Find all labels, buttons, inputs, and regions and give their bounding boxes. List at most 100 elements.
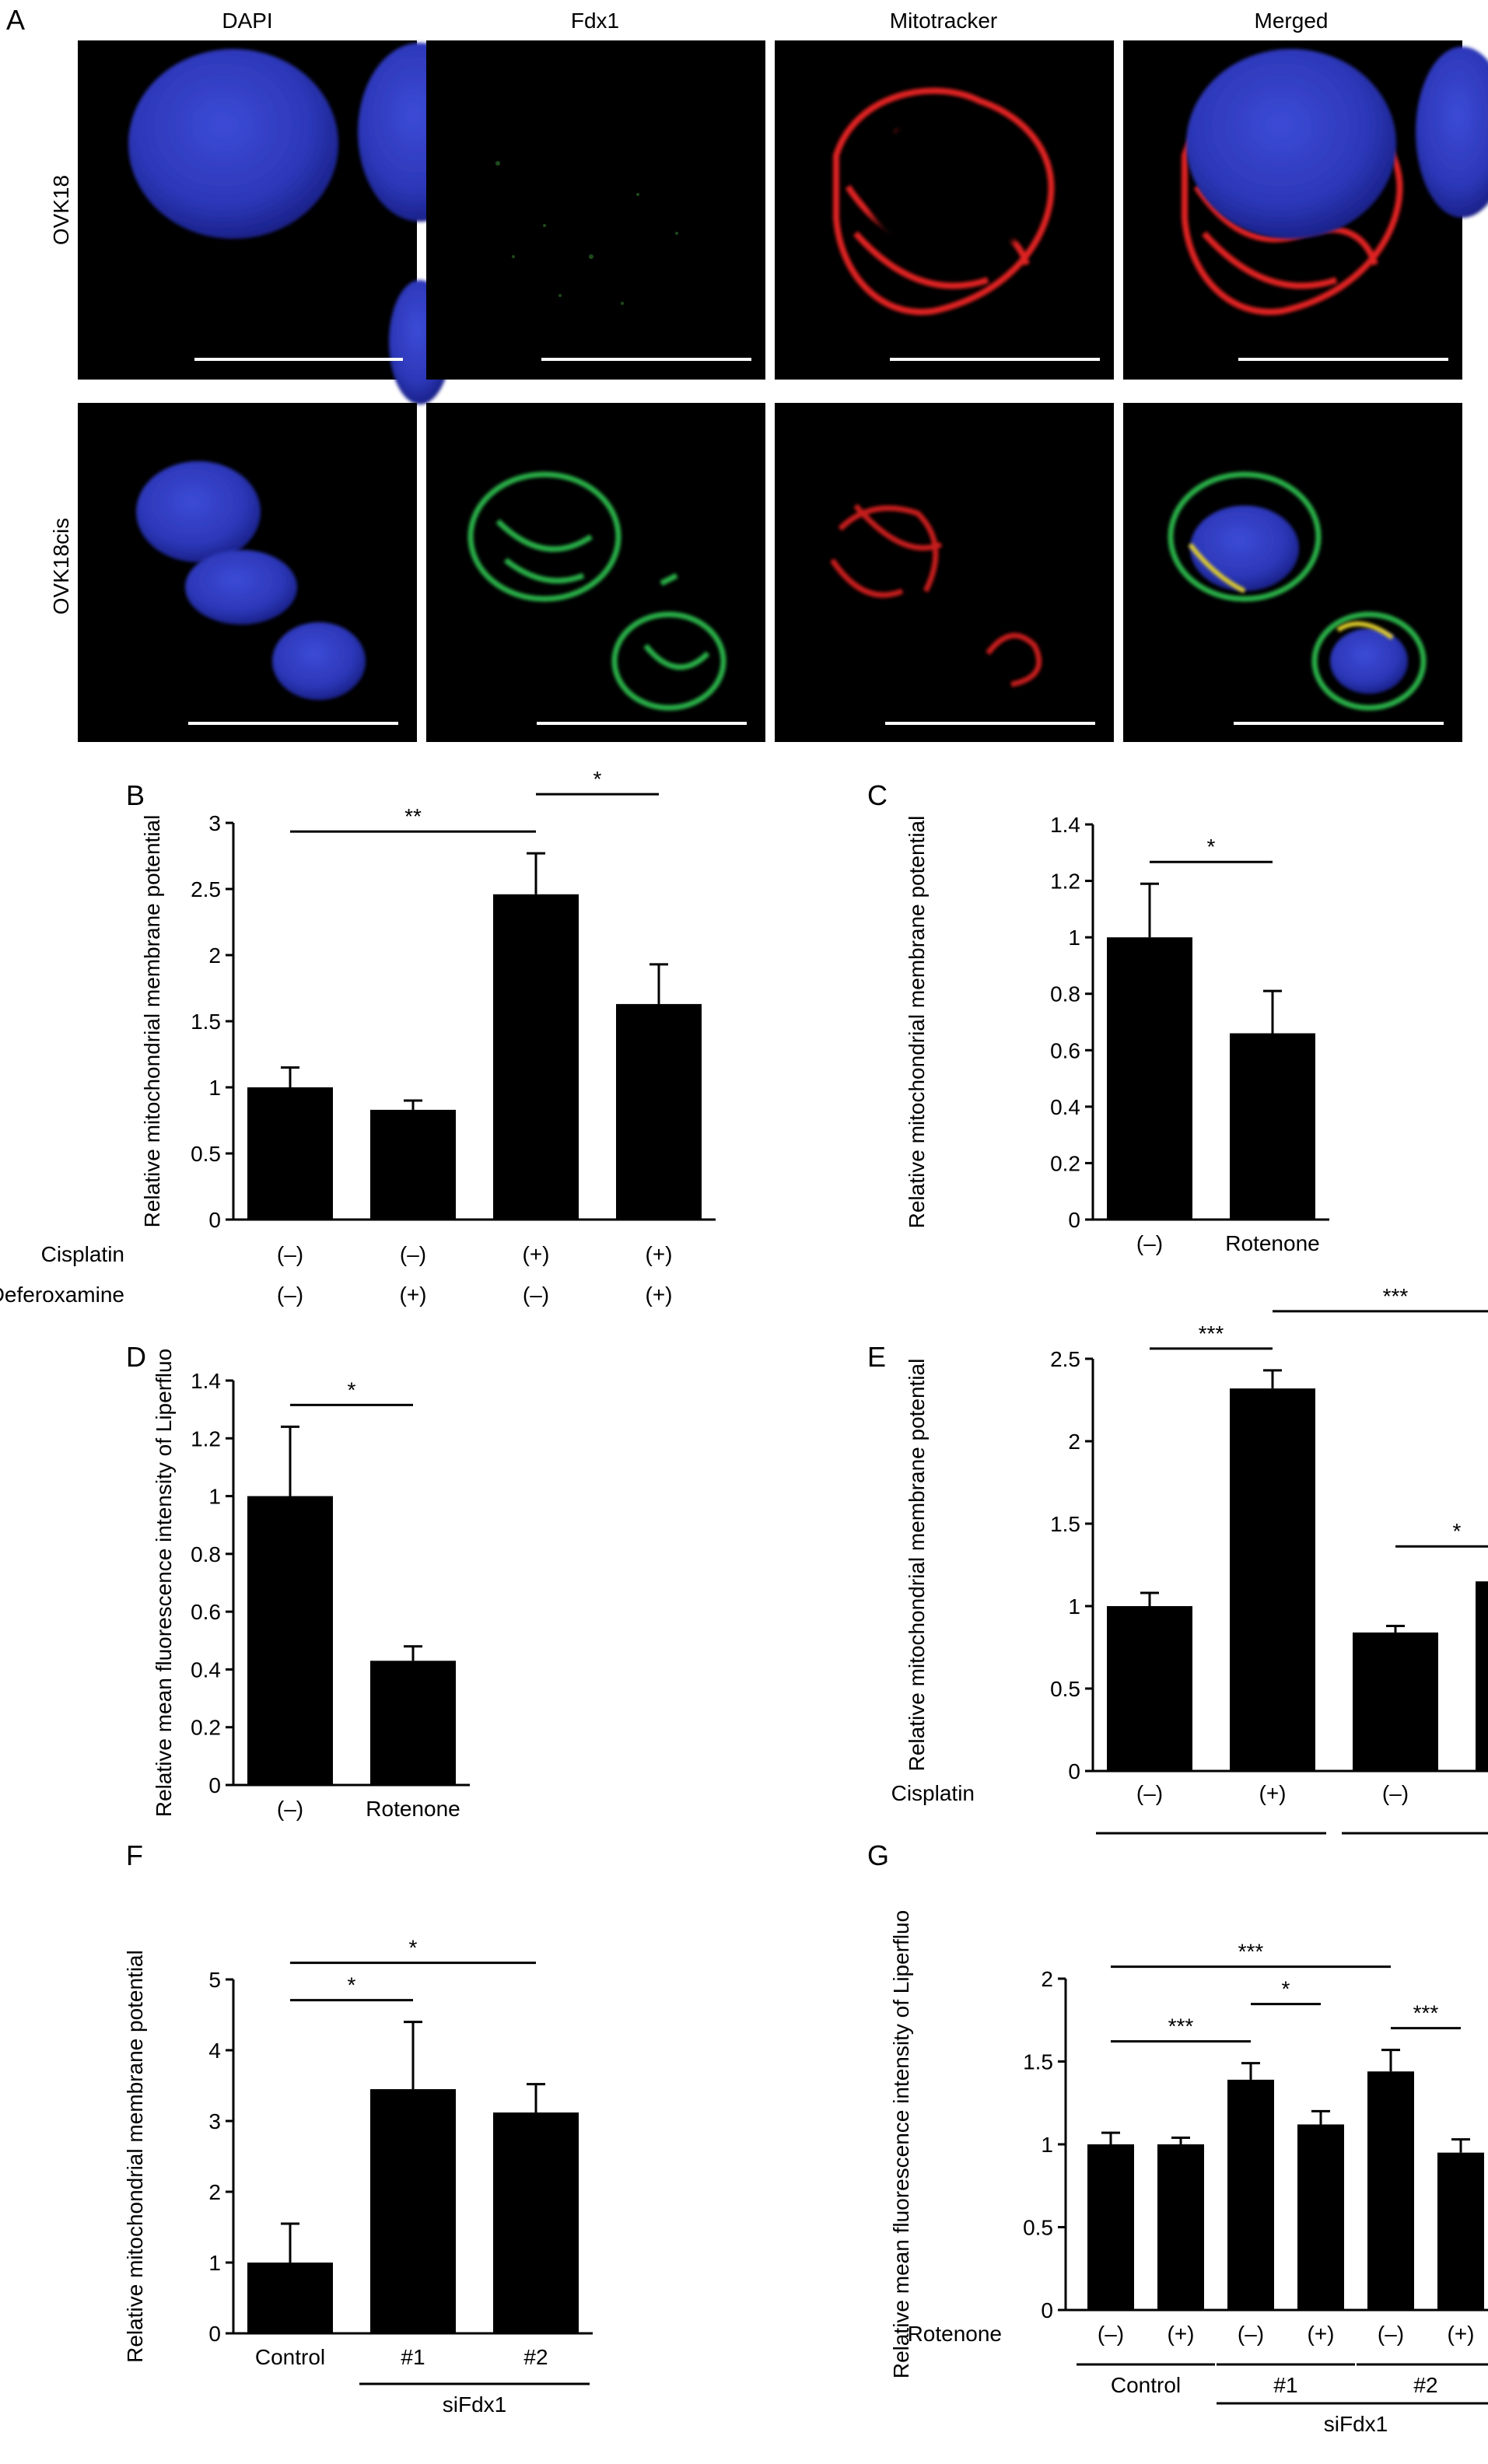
x-category-label: Control — [255, 2345, 325, 2369]
y-tick-label: 1.4 — [1050, 813, 1080, 837]
group-label: Control — [1111, 2373, 1181, 2397]
y-tick-label: 1 — [1041, 2133, 1053, 2157]
y-tick-label: 0 — [208, 1773, 221, 1797]
chart-g: 0 0.5 1 1.5 2 Relative mean fluorescence inte… — [889, 1910, 1488, 2436]
bar — [370, 2089, 456, 2333]
factor-level: (–) — [1098, 2322, 1124, 2346]
supergroup-label: siFdx1 — [1324, 2412, 1388, 2436]
y-tick-label: 2 — [208, 2180, 221, 2204]
factor-level: (+) — [1168, 2322, 1195, 2346]
column-label-merged: Merged — [1255, 9, 1329, 33]
bar — [1107, 1606, 1192, 1771]
bar — [1353, 1632, 1438, 1771]
factor-level: (+) — [523, 1242, 550, 1266]
nucleus — [272, 622, 366, 700]
bar — [1230, 1388, 1315, 1771]
factor-level: (+) — [1259, 1781, 1287, 1805]
y-tick-label: 0.6 — [1050, 1038, 1080, 1062]
bar — [1230, 1033, 1315, 1220]
factor-level: (–) — [277, 1242, 303, 1266]
nucleus — [128, 49, 338, 239]
y-tick-label: 0 — [1068, 1208, 1080, 1232]
x-category-label: (–) — [277, 1797, 303, 1821]
column-label-mitotracker: Mitotracker — [890, 9, 997, 33]
y-tick-label: 0.8 — [1050, 982, 1080, 1006]
bar — [247, 1496, 333, 1785]
bar — [247, 2263, 333, 2333]
y-tick-label: 2 — [1068, 1430, 1080, 1454]
significance-label: *** — [1168, 2014, 1194, 2039]
y-axis-title: Relative mean fluorescence intensity of … — [152, 1349, 176, 1817]
bar — [1437, 2152, 1484, 2310]
significance-label: * — [1453, 1519, 1462, 1543]
factor-level: (–) — [1382, 1781, 1409, 1805]
row-label-ovk18cis: OVK18cis — [49, 518, 73, 615]
y-tick-label: 2 — [208, 943, 221, 968]
significance-label: *** — [1238, 1940, 1264, 1964]
nucleus — [185, 550, 297, 625]
nucleus — [1330, 628, 1408, 694]
y-axis-title: Relative mitochondrial membrane potentia… — [905, 1359, 929, 1772]
factor-label: Cisplatin — [41, 1242, 124, 1266]
chart-e: 0 0.5 1 1.5 2 2.5 Relative mitochondrial membr… — [891, 1284, 1488, 1835]
significance-label: * — [1282, 1977, 1290, 2001]
y-tick-label: 0.2 — [1050, 1151, 1080, 1175]
panel-letter-d: D — [126, 1341, 146, 1373]
panel-letter-c: C — [867, 779, 888, 811]
column-label-fdx1: Fdx1 — [571, 9, 619, 33]
x-category-label: #2 — [523, 2345, 548, 2369]
significance-label: *** — [1199, 1321, 1224, 1346]
image-ovk18-mitotracker — [775, 40, 1114, 380]
y-tick-label: 1 — [208, 1076, 221, 1100]
image-ovk18-fdx1 — [426, 40, 765, 380]
row-label-ovk18: OVK18 — [49, 175, 73, 245]
nucleus — [1190, 506, 1299, 591]
image-ovk18cis-mitotracker — [775, 403, 1114, 742]
y-tick-label: 1 — [1068, 1594, 1080, 1619]
bar — [616, 1003, 702, 1220]
y-tick-label: 1 — [208, 1485, 221, 1509]
x-category-label: Rotenone — [366, 1797, 460, 1821]
significance-label: * — [1207, 835, 1216, 859]
significance-label: * — [348, 1973, 356, 1997]
y-axis-title: Relative mitochondrial membrane potentia… — [123, 1950, 147, 2363]
significance-label: *** — [1383, 1284, 1409, 1308]
y-tick-label: 4 — [208, 2039, 221, 2063]
y-tick-label: 5 — [208, 1968, 221, 1992]
y-tick-label: 1.2 — [191, 1426, 221, 1451]
y-tick-label: 1.5 — [1023, 2050, 1053, 2074]
factor-level: (+) — [400, 1283, 427, 1307]
chart-b: 0 0.5 1 1.5 2 2.5 3 Relative mitochondrial memb… — [0, 767, 716, 1307]
x-category-label: (–) — [1136, 1231, 1163, 1255]
chart-c: 0 0.2 0.4 0.6 0.8 1 1.2 1.4 Relative mitochondri… — [905, 813, 1329, 1255]
y-tick-label: 1.4 — [191, 1369, 221, 1393]
x-category-label: Rotenone — [1225, 1231, 1319, 1255]
bar — [247, 1087, 333, 1220]
panel-a: A DAPI Fdx1 Mitotracker Merged OVK18 OVK… — [6, 4, 1488, 742]
factor-level: (–) — [1238, 2322, 1264, 2346]
y-tick-label: 1.5 — [1050, 1512, 1080, 1536]
y-tick-label: 1 — [208, 2251, 221, 2275]
y-tick-label: 0.4 — [191, 1657, 221, 1682]
y-tick-label: 0.2 — [191, 1716, 221, 1740]
significance-label: * — [409, 1936, 418, 1960]
bar — [1297, 2124, 1344, 2310]
y-tick-label: 0 — [208, 1208, 221, 1232]
factor-level: (–) — [1136, 1781, 1163, 1805]
group-label: siFdx1 — [443, 2392, 506, 2417]
panel-letter-f: F — [126, 1839, 143, 1871]
y-axis-title: Relative mitochondrial membrane potentia… — [905, 816, 929, 1229]
factor-level: (+) — [646, 1242, 673, 1266]
factor-label: Deferoxamine — [0, 1283, 124, 1307]
group-label: #1 — [1273, 2373, 1297, 2397]
y-tick-label: 1 — [1068, 926, 1080, 950]
significance-label: * — [593, 767, 602, 791]
factor-level: (+) — [1448, 2322, 1475, 2346]
y-tick-label: 0.5 — [1023, 2216, 1053, 2240]
y-tick-label: 3 — [208, 2109, 221, 2133]
y-tick-label: 1.2 — [1050, 870, 1080, 894]
image-ovk18-merged — [1123, 40, 1488, 380]
bar — [1087, 2144, 1134, 2310]
y-tick-label: 0 — [1068, 1759, 1080, 1783]
